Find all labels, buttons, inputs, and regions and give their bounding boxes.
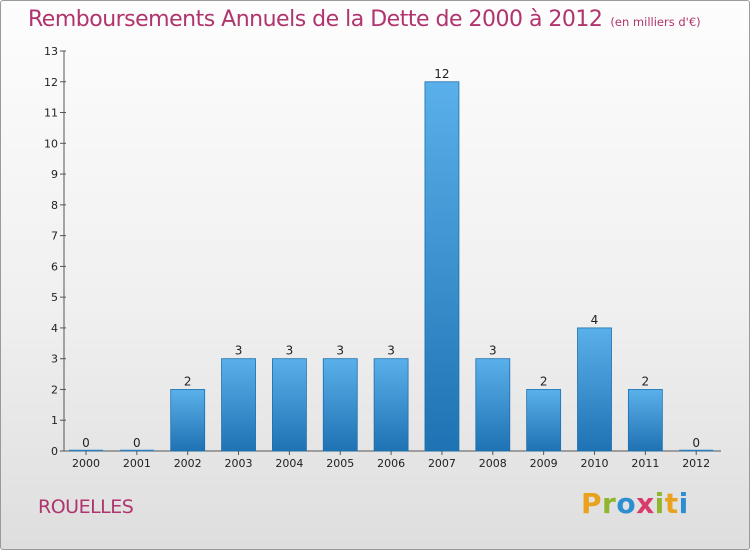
y-tick-label: 8	[51, 199, 58, 212]
value-label: 2	[540, 374, 548, 388]
x-tick-label: 2010	[581, 457, 609, 470]
y-tick-label: 9	[51, 168, 58, 181]
x-tick-label: 2003	[225, 457, 253, 470]
commune-name: ROUELLES	[38, 496, 134, 518]
chart-title-main: Remboursements Annuels de la Dette de 20…	[28, 7, 603, 32]
x-tick-label: 2012	[682, 457, 710, 470]
x-tick-label: 2007	[428, 457, 456, 470]
logo-letter: o	[616, 487, 637, 520]
bar	[373, 358, 409, 452]
value-label: 0	[692, 436, 700, 450]
y-tick-label: 4	[51, 322, 58, 335]
y-tick-label: 6	[51, 260, 58, 273]
x-tick-label: 2008	[479, 457, 507, 470]
x-tick-label: 2002	[174, 457, 202, 470]
chart-title: Remboursements Annuels de la Dette de 20…	[28, 7, 701, 32]
bar	[221, 358, 256, 452]
y-tick-label: 0	[51, 445, 58, 458]
y-tick-label: 12	[44, 76, 58, 89]
x-tick-label: 2005	[326, 457, 354, 470]
logo-letter: x	[636, 487, 655, 520]
value-label: 3	[387, 344, 395, 358]
value-label: 3	[489, 344, 497, 358]
x-tick-label: 2001	[123, 457, 151, 470]
value-label: 12	[434, 67, 449, 81]
y-tick-label: 1	[51, 414, 58, 427]
y-tick-label: 10	[44, 137, 58, 150]
x-tick-label: 2009	[530, 457, 558, 470]
value-label: 2	[642, 374, 650, 388]
y-tick-label: 2	[51, 383, 58, 396]
x-tick-label: 2011	[631, 457, 659, 470]
value-label: 3	[336, 344, 344, 358]
value-label: 0	[82, 436, 90, 450]
proxiti-logo: Proxiti	[581, 487, 689, 520]
value-label: 2	[184, 374, 192, 388]
bar	[170, 389, 206, 452]
x-tick-label: 2004	[275, 457, 303, 470]
value-label: 0	[133, 436, 141, 450]
value-label: 3	[235, 344, 243, 358]
logo-letter: i	[678, 487, 689, 520]
bar	[627, 389, 663, 452]
y-tick-label: 5	[51, 291, 58, 304]
y-tick-label: 11	[44, 107, 58, 120]
x-tick-label: 2006	[377, 457, 405, 470]
logo-letter: t	[664, 487, 679, 520]
value-label: 3	[286, 344, 294, 358]
bar	[526, 389, 562, 452]
x-tick-label: 2000	[72, 457, 100, 470]
y-tick-label: 7	[51, 230, 58, 243]
bar	[577, 327, 612, 452]
logo-letter: r	[602, 487, 617, 520]
bar	[322, 358, 358, 452]
value-label: 4	[591, 313, 599, 327]
y-tick-label: 3	[51, 353, 58, 366]
chart-title-unit: (en milliers d'€)	[610, 15, 701, 29]
logo-letter: P	[581, 487, 603, 520]
bar	[271, 358, 307, 452]
logo-letter: i	[654, 487, 665, 520]
y-tick-label: 13	[44, 45, 58, 58]
bar	[424, 81, 460, 452]
bar	[475, 358, 511, 452]
